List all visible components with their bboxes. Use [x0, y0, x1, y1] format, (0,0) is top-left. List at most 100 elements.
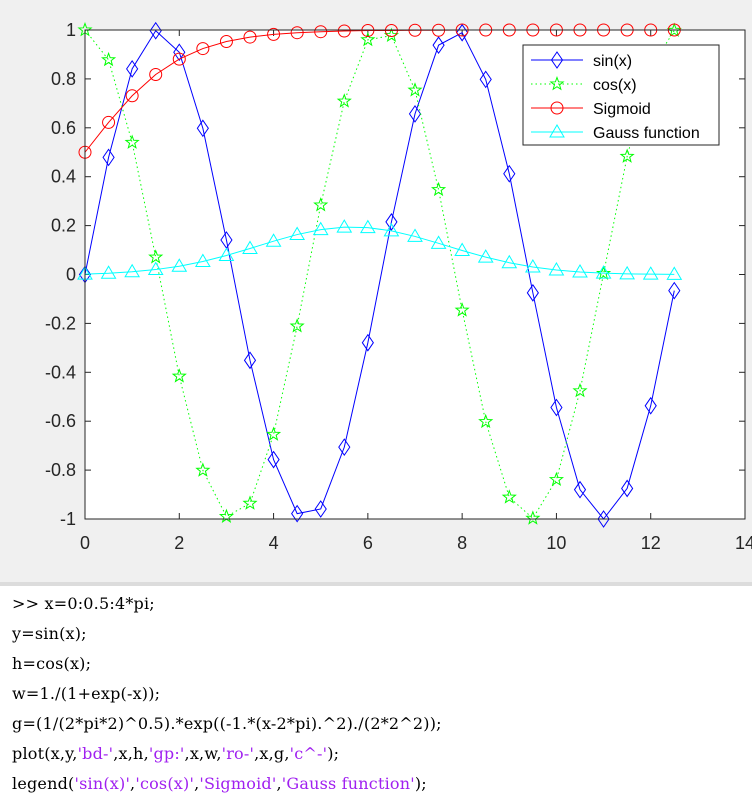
data-point — [595, 265, 612, 279]
data-point — [172, 52, 186, 66]
data-point — [243, 30, 257, 44]
data-point — [503, 164, 516, 183]
series-gauss-function — [77, 219, 683, 280]
data-point — [478, 413, 494, 429]
data-point — [454, 302, 470, 317]
data-point — [408, 104, 422, 123]
data-point — [265, 233, 282, 247]
data-point — [573, 480, 587, 499]
string-literal: 'sin(x)' — [74, 774, 131, 793]
code-text: ,x,h, — [113, 744, 149, 763]
data-point — [477, 249, 494, 263]
legend-label: Gauss function — [593, 125, 700, 142]
data-point — [619, 265, 636, 280]
data-point — [101, 51, 117, 67]
console-line: g=(1/(2*pi*2)^0.5).*exp((-1.*(x-2*pi).^2… — [12, 714, 442, 733]
code-text: legend( — [12, 774, 75, 793]
console-line: w=1./(1+exp(-x)); — [12, 684, 160, 703]
y-tick-label: 0.8 — [51, 69, 76, 89]
data-point — [149, 67, 163, 81]
data-point — [359, 219, 376, 234]
code-text: ,x,w, — [184, 744, 222, 763]
string-literal: 'ro-' — [221, 744, 255, 763]
code-text: , — [130, 774, 136, 793]
data-point — [289, 318, 305, 333]
data-point — [337, 24, 351, 38]
data-point — [572, 382, 588, 398]
x-tick-label: 4 — [269, 533, 279, 553]
data-point — [289, 226, 306, 241]
data-point — [479, 70, 492, 89]
command-prompt: >> — [12, 804, 39, 808]
console-line: y=sin(x); — [12, 624, 87, 643]
data-point — [642, 266, 659, 280]
data-point — [314, 500, 327, 518]
data-point — [361, 333, 374, 352]
legend: sin(x) cos(x) Sigmoid Gauss function — [522, 44, 720, 146]
data-point — [548, 262, 565, 276]
data-point — [666, 266, 683, 280]
data-point — [619, 148, 635, 163]
x-tick-label: 2 — [174, 533, 184, 553]
string-literal: 'bd-' — [77, 744, 114, 763]
y-tick-label: 0 — [66, 265, 76, 285]
y-tick-label: 0.2 — [51, 216, 76, 236]
y-tick-label: 0.6 — [51, 118, 76, 138]
data-point — [196, 119, 209, 138]
y-tick-label: -0.4 — [45, 362, 76, 382]
command-prompt: >> — [12, 594, 40, 613]
legend-label: cos(x) — [593, 77, 637, 94]
data-point — [549, 124, 565, 138]
axes-box — [84, 29, 746, 520]
data-point — [432, 36, 445, 55]
command-window[interactable]: >> x=0:0.5:4*pi; y=sin(x); h=cos(x); w=1./(… — [0, 586, 752, 808]
data-point — [454, 242, 471, 257]
data-point — [126, 59, 139, 78]
data-point — [102, 148, 115, 167]
data-point — [407, 228, 423, 242]
string-literal: 'Gauss function' — [281, 774, 415, 793]
legend-label: sin(x) — [593, 53, 632, 70]
data-point — [148, 249, 164, 264]
code-text: ,x,g, — [254, 744, 290, 763]
data-point — [430, 235, 447, 249]
data-point — [100, 265, 117, 279]
data-point — [149, 21, 162, 40]
data-point — [501, 254, 518, 269]
data-point — [312, 221, 329, 236]
panel-divider[interactable] — [0, 582, 752, 586]
y-tick-label: -0.8 — [45, 460, 76, 480]
data-point — [526, 283, 539, 302]
y-tick-label: -1 — [60, 509, 76, 529]
data-point — [596, 265, 612, 280]
console-line: >> x=0:0.5:4*pi; — [12, 594, 155, 613]
data-point — [383, 222, 400, 237]
data-point — [124, 134, 140, 149]
data-point — [314, 25, 328, 39]
data-point — [266, 426, 282, 441]
data-point — [267, 27, 281, 41]
code-text: h=cos(x); — [12, 654, 92, 673]
legend-label: Sigmoid — [593, 101, 651, 118]
data-point — [524, 259, 541, 273]
data-point — [666, 22, 682, 37]
data-point — [243, 351, 257, 370]
data-point — [668, 281, 681, 300]
x-tick-label: 8 — [457, 533, 467, 553]
data-point — [242, 240, 258, 254]
data-point — [125, 89, 139, 103]
y-tick-label: 0.4 — [51, 167, 76, 187]
code-text: w=1./(1+exp(-x)); — [12, 684, 161, 703]
figure-window: 0 2 4 6 8 10 12 14 -1 -0.8 -0.6 -0.4 -0.2 0 0.2 0.4 0.6 0… — [0, 0, 752, 582]
x-tick-label: 6 — [363, 533, 373, 553]
data-point — [171, 368, 187, 383]
data-point — [102, 115, 116, 129]
data-point — [196, 42, 210, 56]
console-line: plot(x,y,'bd-',x,h,'gp:',x,w,'ro-',x,g,'… — [12, 744, 339, 763]
console-line: h=cos(x); — [12, 654, 91, 673]
data-point — [431, 181, 447, 197]
data-point — [171, 258, 188, 272]
code-text: x=0:0.5:4*pi; — [39, 594, 155, 613]
string-literal: 'Sigmoid' — [199, 774, 277, 793]
legend-box — [522, 44, 720, 146]
